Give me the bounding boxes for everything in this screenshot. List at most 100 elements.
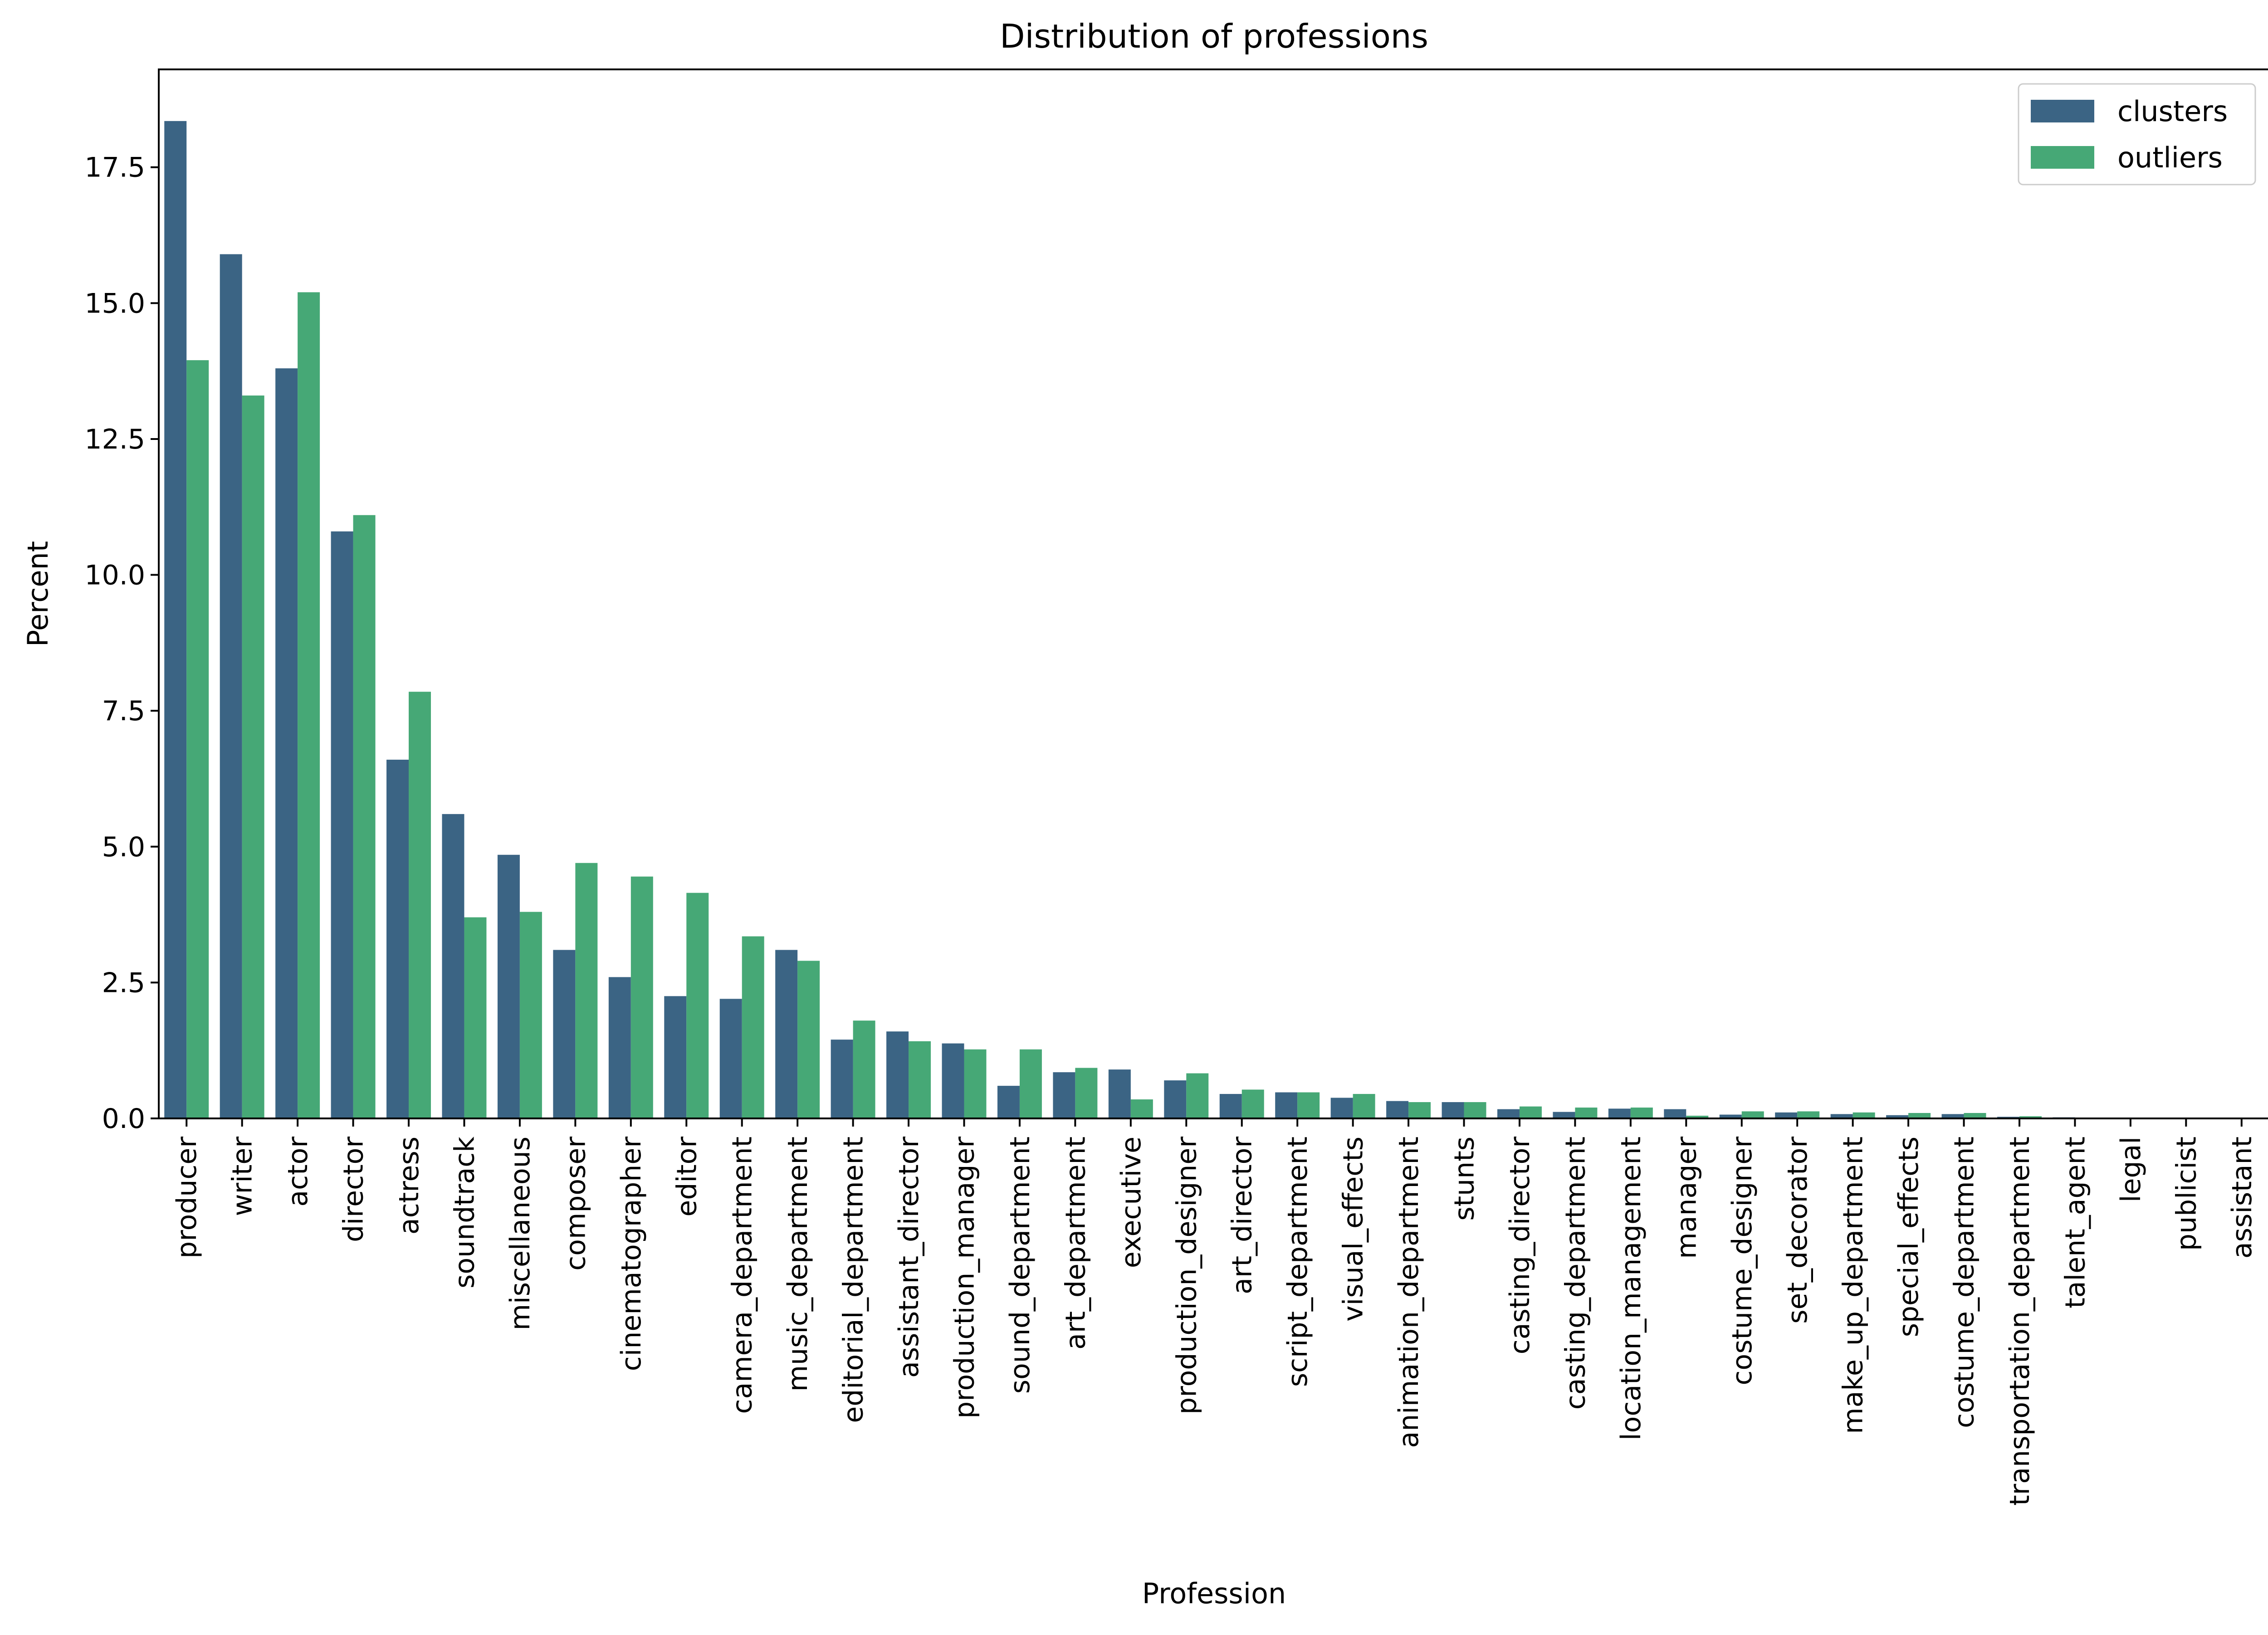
bar-outliers-camera_department: [742, 936, 764, 1118]
bar-clusters-director: [331, 531, 353, 1118]
bar-outliers-visual_effects: [1353, 1094, 1375, 1118]
bars-layer: [164, 121, 2242, 1119]
x-tick-label: publicist: [2170, 1137, 2202, 1251]
x-tick-label: stunts: [1449, 1137, 1481, 1221]
x-tick-label: assistant: [2226, 1137, 2258, 1259]
bar-clusters-production_manager: [942, 1043, 964, 1118]
bar-outliers-casting_department: [1575, 1108, 1598, 1118]
x-tick-label: transportation_department: [2004, 1137, 2036, 1506]
bar-outliers-editor: [686, 893, 709, 1118]
bar-outliers-make_up_department: [1853, 1112, 1875, 1118]
bar-outliers-soundtrack: [464, 917, 487, 1118]
bar-outliers-actor: [298, 292, 320, 1118]
bar-clusters-set_decorator: [1775, 1112, 1798, 1118]
y-tick-label: 10.0: [84, 560, 145, 591]
bar-clusters-manager: [1664, 1109, 1686, 1118]
legend-label-clusters: clusters: [2117, 95, 2228, 128]
bar-clusters-stunts: [1442, 1102, 1464, 1118]
x-tick-label: editor: [671, 1137, 703, 1217]
y-tick-label: 2.5: [102, 967, 145, 999]
x-tick-label: executive: [1115, 1137, 1147, 1268]
legend-swatch-outliers: [2031, 146, 2094, 169]
y-tick-label: 0.0: [102, 1103, 145, 1135]
x-tick-label: production_manager: [948, 1137, 980, 1419]
bar-outliers-actress: [409, 692, 431, 1118]
legend-label-outliers: outliers: [2117, 141, 2223, 174]
x-tick-label: editorial_department: [838, 1137, 870, 1423]
legend: clusters outliers: [2018, 83, 2256, 185]
x-tick-label: visual_effects: [1338, 1137, 1369, 1322]
bar-outliers-set_decorator: [1797, 1111, 1820, 1118]
bar-clusters-animation_department: [1386, 1101, 1409, 1118]
bar-outliers-art_department: [1075, 1068, 1098, 1118]
bar-clusters-art_department: [1053, 1072, 1075, 1118]
bar-outliers-special_effects: [1908, 1113, 1931, 1118]
bar-outliers-production_designer: [1186, 1073, 1209, 1118]
bar-outliers-casting_director: [1519, 1106, 1542, 1118]
bar-outliers-script_department: [1297, 1092, 1320, 1118]
chart-title: Distribution of professions: [1000, 17, 1428, 55]
bar-clusters-music_department: [775, 950, 798, 1118]
bar-outliers-writer: [242, 395, 264, 1118]
x-tick-label: casting_director: [1504, 1137, 1536, 1355]
bar-clusters-executive: [1108, 1069, 1131, 1118]
bar-clusters-production_designer: [1164, 1080, 1187, 1118]
bar-clusters-make_up_department: [1830, 1114, 1853, 1118]
bar-clusters-casting_department: [1553, 1112, 1575, 1118]
x-tick-label: costume_department: [1949, 1137, 1980, 1428]
x-tick-label: legal: [2115, 1137, 2147, 1202]
y-tick-label: 15.0: [84, 288, 145, 319]
bar-outliers-director: [353, 515, 376, 1118]
x-axis-label: Profession: [1142, 1577, 1286, 1610]
bar-clusters-writer: [220, 254, 242, 1119]
bar-outliers-animation_department: [1408, 1102, 1431, 1118]
bar-clusters-sound_department: [997, 1086, 1020, 1118]
bar-clusters-assistant_director: [886, 1031, 909, 1118]
bar-clusters-producer: [164, 121, 187, 1119]
x-tick-label: producer: [171, 1137, 203, 1259]
bar-clusters-casting_director: [1497, 1109, 1520, 1118]
bar-clusters-soundtrack: [442, 814, 464, 1118]
bar-clusters-special_effects: [1886, 1115, 1909, 1118]
bar-outliers-stunts: [1464, 1102, 1486, 1118]
x-tick-label: art_director: [1227, 1137, 1258, 1294]
x-tick-label: make_up_department: [1838, 1137, 1869, 1434]
x-tick-label: set_decorator: [1782, 1137, 1813, 1324]
bar-outliers-producer: [186, 360, 209, 1118]
bar-clusters-editor: [664, 996, 687, 1118]
bar-outliers-assistant_director: [909, 1041, 931, 1118]
x-tick-label: composer: [560, 1137, 591, 1271]
y-axis-label: Percent: [21, 541, 54, 647]
x-tick-label: script_department: [1282, 1137, 1314, 1387]
bar-clusters-costume_designer: [1719, 1114, 1742, 1118]
x-tick-label: talent_agent: [2059, 1137, 2091, 1308]
x-tick-label: writer: [227, 1137, 259, 1216]
x-tick-label: miscellaneous: [504, 1137, 536, 1330]
x-tick-label: sound_department: [1004, 1137, 1036, 1394]
x-tick-label: assistant_director: [893, 1137, 925, 1378]
bar-outliers-location_management: [1630, 1108, 1653, 1118]
x-tick-label: animation_department: [1393, 1137, 1425, 1448]
bar-outliers-costume_designer: [1741, 1111, 1764, 1118]
x-tick-label: casting_department: [1559, 1137, 1591, 1410]
bar-outliers-music_department: [797, 961, 820, 1118]
bar-outliers-art_director: [1242, 1089, 1264, 1118]
bar-clusters-cinematographer: [608, 977, 631, 1118]
bar-clusters-miscellaneous: [497, 854, 520, 1118]
bar-outliers-cinematographer: [631, 876, 653, 1118]
plot-frame: [158, 68, 2268, 1119]
bar-outliers-production_manager: [964, 1049, 987, 1118]
x-tick-label: soundtrack: [449, 1137, 480, 1288]
x-tick-label: actress: [393, 1137, 425, 1235]
x-axis-ticks: producer writer actor director actress soundt…: [171, 1118, 2258, 1506]
bar-outliers-sound_department: [1019, 1049, 1042, 1118]
x-tick-label: location_management: [1615, 1137, 1647, 1440]
bar-outliers-editorial_department: [853, 1020, 875, 1118]
x-tick-label: manager: [1671, 1137, 1702, 1259]
x-tick-label: director: [338, 1137, 370, 1242]
bar-outliers-composer: [575, 863, 598, 1118]
bar-outliers-manager: [1686, 1116, 1709, 1118]
bar-clusters-costume_department: [1941, 1114, 1964, 1118]
